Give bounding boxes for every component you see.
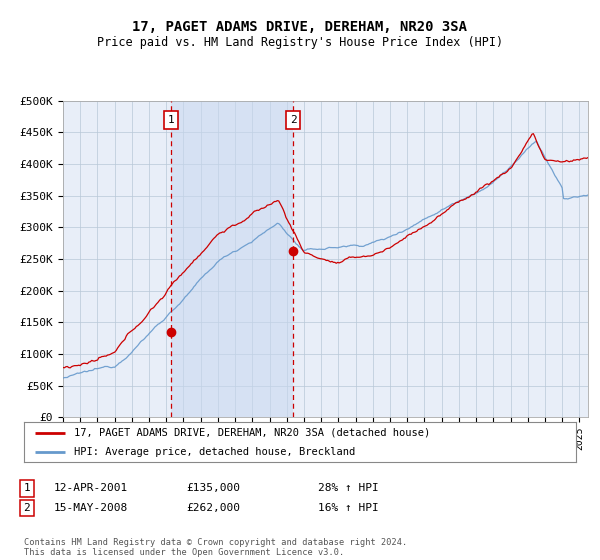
- Text: 12-APR-2001: 12-APR-2001: [54, 483, 128, 493]
- Text: 2: 2: [23, 503, 31, 513]
- Text: 28% ↑ HPI: 28% ↑ HPI: [318, 483, 379, 493]
- Text: 1: 1: [168, 115, 175, 125]
- Text: 17, PAGET ADAMS DRIVE, DEREHAM, NR20 3SA (detached house): 17, PAGET ADAMS DRIVE, DEREHAM, NR20 3SA…: [74, 428, 430, 438]
- Text: 1: 1: [23, 483, 31, 493]
- Bar: [171, 101, 293, 417]
- Text: Price paid vs. HM Land Registry's House Price Index (HPI): Price paid vs. HM Land Registry's House …: [97, 36, 503, 49]
- Text: 16% ↑ HPI: 16% ↑ HPI: [318, 503, 379, 513]
- Text: 17, PAGET ADAMS DRIVE, DEREHAM, NR20 3SA: 17, PAGET ADAMS DRIVE, DEREHAM, NR20 3SA: [133, 20, 467, 34]
- Text: 15-MAY-2008: 15-MAY-2008: [54, 503, 128, 513]
- Text: HPI: Average price, detached house, Breckland: HPI: Average price, detached house, Brec…: [74, 447, 355, 457]
- Text: £262,000: £262,000: [186, 503, 240, 513]
- Text: Contains HM Land Registry data © Crown copyright and database right 2024.
This d: Contains HM Land Registry data © Crown c…: [24, 538, 407, 557]
- Text: £135,000: £135,000: [186, 483, 240, 493]
- Text: 2: 2: [290, 115, 296, 125]
